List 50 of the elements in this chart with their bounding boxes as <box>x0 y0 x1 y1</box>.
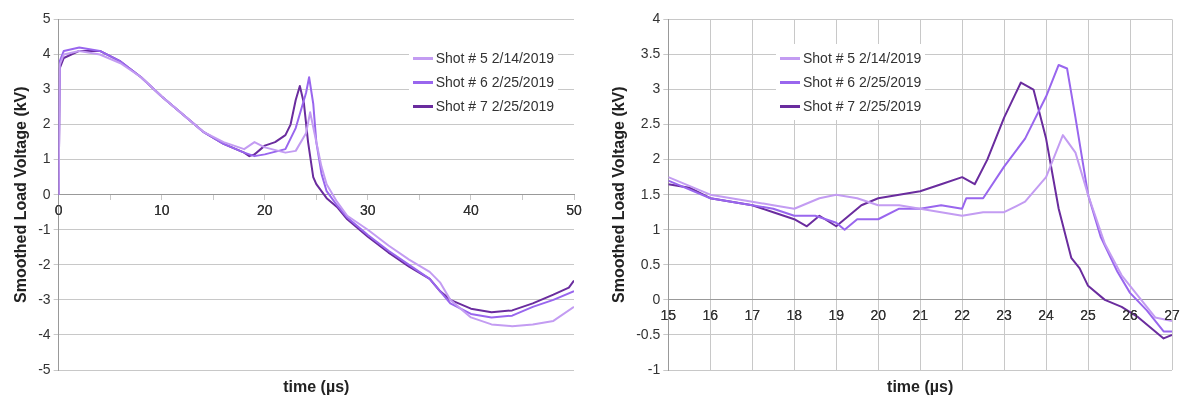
y-tick-label: 3 <box>652 80 661 97</box>
y-tick-label: -2 <box>38 255 51 272</box>
x-tick-label: 19 <box>828 307 845 324</box>
legend-label: Shot # 6 2/25/2019 <box>435 74 554 90</box>
y-tick-label: 2 <box>652 150 661 167</box>
legend-label: Shot # 5 2/14/2019 <box>435 50 554 66</box>
y-tick-label: -0.5 <box>636 325 661 342</box>
x-tick-label: 22 <box>954 307 971 324</box>
y-tick-label: 3.5 <box>640 45 661 62</box>
y-tick-label: 0 <box>652 290 661 307</box>
x-tick-label: 27 <box>1164 307 1180 324</box>
legend-label: Shot # 7 2/25/2019 <box>435 98 554 114</box>
x-tick-label: 16 <box>702 307 719 324</box>
y-tick-label: 2 <box>42 115 51 132</box>
y-axis-title: Smoothed Load Voltage (kV) <box>12 86 30 303</box>
x-axis-title: time (µs) <box>283 378 350 396</box>
x-tick-label: 18 <box>786 307 803 324</box>
y-tick-label: 1.5 <box>640 185 661 202</box>
x-tick-label: 23 <box>996 307 1013 324</box>
y-tick-label: 1 <box>652 220 661 237</box>
y-tick-label: 0 <box>42 185 51 202</box>
legend-label: Shot # 5 2/14/2019 <box>803 50 922 66</box>
y-tick-label: 0.5 <box>640 255 661 272</box>
y-tick-label: -1 <box>647 360 661 377</box>
y-tick-label: -1 <box>38 220 51 237</box>
x-tick-label: 24 <box>1038 307 1055 324</box>
x-tick-label: 0 <box>54 201 63 218</box>
y-tick-label: 2.5 <box>640 115 661 132</box>
x-tick-label: 50 <box>566 201 582 218</box>
y-tick-label: 4 <box>42 45 51 62</box>
x-tick-label: 21 <box>912 307 929 324</box>
x-tick-label: 40 <box>463 201 479 218</box>
legend-label: Shot # 6 2/25/2019 <box>803 74 922 90</box>
y-tick-label: -3 <box>38 290 51 307</box>
legend-label: Shot # 7 2/25/2019 <box>803 98 922 114</box>
x-tick-label: 15 <box>660 307 677 324</box>
x-tick-label: 17 <box>744 307 761 324</box>
y-tick-label: 4 <box>652 10 661 27</box>
x-tick-label: 25 <box>1080 307 1097 324</box>
y-tick-label: 5 <box>42 10 51 27</box>
x-axis-title: time (µs) <box>887 378 954 396</box>
x-tick-label: 20 <box>257 201 273 218</box>
y-tick-label: -4 <box>38 325 51 342</box>
x-tick-label: 20 <box>870 307 887 324</box>
x-tick-label: 10 <box>153 201 170 218</box>
y-axis-title: Smoothed Load Voltage (kV) <box>610 86 628 303</box>
x-tick-label: 30 <box>360 201 376 218</box>
y-tick-label: -5 <box>38 360 51 377</box>
y-tick-label: 1 <box>42 150 51 167</box>
y-tick-label: 3 <box>42 80 51 97</box>
